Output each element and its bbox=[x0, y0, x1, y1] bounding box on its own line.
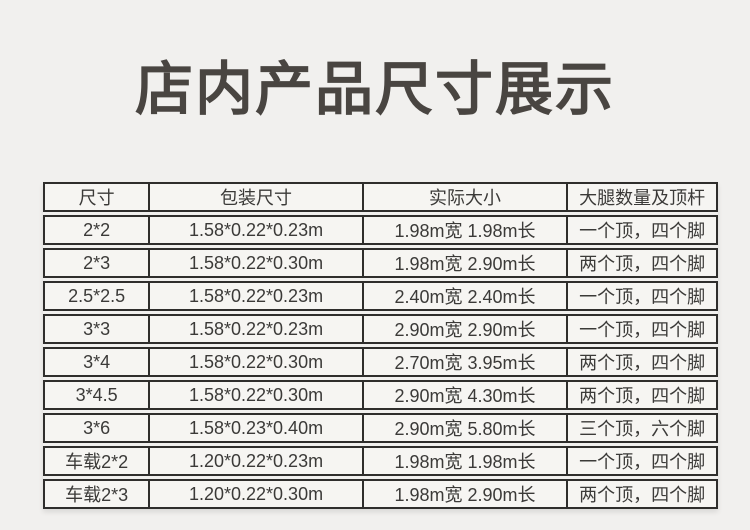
cell-tops-and-legs: 三个顶，六个脚 bbox=[579, 419, 706, 439]
cell-tops-and-legs: 两个顶，四个脚 bbox=[579, 386, 706, 406]
cell-actual-size: 1.98m宽 1.98m长 bbox=[364, 217, 569, 243]
cell-size: 车载2*3 bbox=[45, 481, 151, 507]
cell-actual-size: 2.70m宽 3.95m长 bbox=[364, 349, 569, 375]
table-row: 3*4.5 1.58*0.22*0.30m 2.90m宽 4.30m长 两个顶，… bbox=[43, 380, 718, 410]
cell-size: 2*3 bbox=[45, 250, 151, 276]
header-actual-size: 实际大小 bbox=[364, 184, 569, 210]
cell-packing-size: 1.20*0.22*0.23m bbox=[150, 448, 364, 474]
cell-actual-size: 2.90m宽 2.90m长 bbox=[364, 316, 569, 342]
cell-tops-and-legs: 两个顶，四个脚 bbox=[579, 254, 706, 274]
cell-packing-size: 1.20*0.22*0.30m bbox=[150, 481, 364, 507]
cell-size: 2.5*2.5 bbox=[45, 283, 151, 309]
header-packing-size: 包装尺寸 bbox=[150, 184, 364, 210]
cell-actual-size: 1.98m宽 2.90m长 bbox=[364, 481, 569, 507]
cell-packing-size: 1.58*0.22*0.23m bbox=[150, 283, 364, 309]
table-row: 3*6 1.58*0.23*0.40m 2.90m宽 5.80m长 三个顶，六个… bbox=[43, 413, 718, 443]
cell-tops-and-legs: 两个顶，四个脚 bbox=[579, 485, 706, 505]
cell-tops-and-legs: 一个顶，四个脚 bbox=[579, 221, 706, 241]
cell-actual-size: 2.90m宽 4.30m长 bbox=[364, 382, 569, 408]
header-tops-and-legs: 大腿数量及顶杆 bbox=[579, 188, 706, 208]
table-row: 2*3 1.58*0.22*0.30m 1.98m宽 2.90m长 两个顶，四个… bbox=[43, 248, 718, 278]
cell-size: 3*3 bbox=[45, 316, 151, 342]
cell-size: 3*4.5 bbox=[45, 382, 151, 408]
cell-packing-size: 1.58*0.22*0.30m bbox=[150, 349, 364, 375]
cell-tops-and-legs: 一个顶，四个脚 bbox=[579, 287, 706, 307]
table-row: 3*3 1.58*0.22*0.23m 2.90m宽 2.90m长 一个顶，四个… bbox=[43, 314, 718, 344]
cell-tops-and-legs: 一个顶，四个脚 bbox=[579, 452, 706, 472]
cell-packing-size: 1.58*0.22*0.23m bbox=[150, 217, 364, 243]
cell-tops-and-legs: 两个顶，四个脚 bbox=[579, 353, 706, 373]
table-row: 车载2*3 1.20*0.22*0.30m 1.98m宽 2.90m长 两个顶，… bbox=[43, 479, 718, 509]
cell-packing-size: 1.58*0.22*0.30m bbox=[150, 250, 364, 276]
cell-packing-size: 1.58*0.23*0.40m bbox=[150, 415, 364, 441]
header-size: 尺寸 bbox=[45, 184, 151, 210]
cell-packing-size: 1.58*0.22*0.30m bbox=[150, 382, 364, 408]
cell-packing-size: 1.58*0.22*0.23m bbox=[150, 316, 364, 342]
table-header-row: 尺寸 包装尺寸 实际大小 大腿数量及顶杆 bbox=[43, 182, 718, 212]
cell-actual-size: 1.98m宽 1.98m长 bbox=[364, 448, 569, 474]
table-row: 2*2 1.58*0.22*0.23m 1.98m宽 1.98m长 一个顶，四个… bbox=[43, 215, 718, 245]
cell-size: 3*6 bbox=[45, 415, 151, 441]
cell-size: 3*4 bbox=[45, 349, 151, 375]
cell-size: 车载2*2 bbox=[45, 448, 151, 474]
cell-actual-size: 2.40m宽 2.40m长 bbox=[364, 283, 569, 309]
page-title: 店内产品尺寸展示 bbox=[134, 57, 615, 122]
table-row: 3*4 1.58*0.22*0.30m 2.70m宽 3.95m长 两个顶，四个… bbox=[43, 347, 718, 377]
cell-actual-size: 2.90m宽 5.80m长 bbox=[364, 415, 569, 441]
cell-actual-size: 1.98m宽 2.90m长 bbox=[364, 250, 569, 276]
cell-tops-and-legs: 一个顶，四个脚 bbox=[579, 320, 706, 340]
table-row: 2.5*2.5 1.58*0.22*0.23m 2.40m宽 2.40m长 一个… bbox=[43, 281, 718, 311]
cell-size: 2*2 bbox=[45, 217, 151, 243]
table-row: 车载2*2 1.20*0.22*0.23m 1.98m宽 1.98m长 一个顶，… bbox=[43, 446, 718, 476]
product-size-table: 尺寸 包装尺寸 实际大小 大腿数量及顶杆 2*2 1.58*0.22*0.23m… bbox=[43, 182, 718, 509]
